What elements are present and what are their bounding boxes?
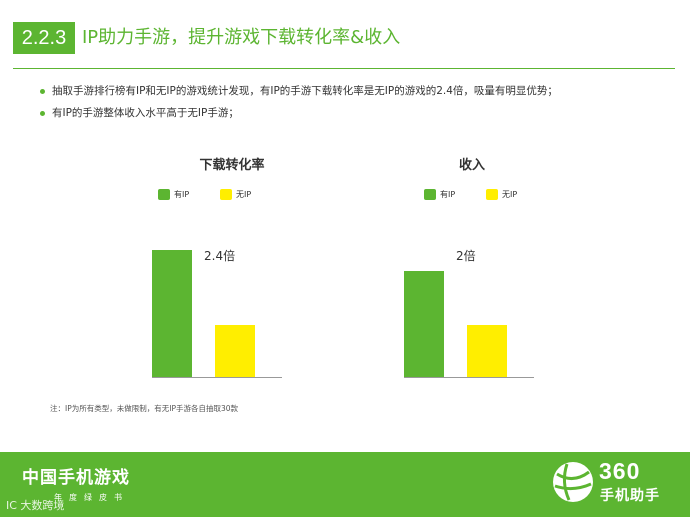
legend-label: 无IP (236, 190, 252, 199)
ratio-label: 2倍 (456, 249, 476, 263)
footer-subtitle: 年度绿皮书 (54, 493, 129, 502)
chart-title: 收入 (458, 158, 485, 173)
legend-swatch-no-ip (220, 189, 232, 200)
legend-swatch-has-ip (158, 189, 170, 200)
chart-note: 注：IP为所有类型，未做限制，有无IP手游各自抽取30款 (50, 404, 239, 413)
bullet-dot-icon (40, 111, 45, 116)
bullet-text: 抽取手游排行榜有IP和无IP的游戏统计发现，有IP的手游下载转化率是无IP的游戏… (52, 85, 558, 97)
footer-title: 中国手机游戏 (22, 468, 130, 488)
legend-label: 有IP (174, 190, 190, 199)
bar-no-ip (467, 325, 507, 378)
legend-swatch-has-ip (424, 189, 436, 200)
bullet-list: 抽取手游排行榜有IP和无IP的游戏统计发现，有IP的手游下载转化率是无IP的游戏… (40, 84, 670, 128)
bullet-text: 有IP的手游整体收入水平高于无IP手游； (52, 107, 239, 119)
bullet-item: 有IP的手游整体收入水平高于无IP手游； (40, 106, 670, 120)
logo-number: 360 (599, 458, 641, 484)
x-axis (152, 377, 282, 378)
legend-label: 无IP (502, 190, 518, 199)
footer-band: 中国手机游戏 年度绿皮书 IC 大数跨境 360 手机助手 (0, 452, 690, 517)
chart-revenue: 收入 有IP 无IP 2倍 (404, 150, 578, 385)
bar-has-ip (404, 271, 444, 378)
ratio-label: 2.4倍 (204, 249, 236, 263)
chart-title: 下载转化率 (199, 158, 265, 173)
legend-label: 有IP (440, 190, 456, 199)
bullet-dot-icon (40, 89, 45, 94)
logo-text: 手机助手 (600, 488, 660, 504)
x-axis (404, 377, 534, 378)
legend-swatch-no-ip (486, 189, 498, 200)
chart-legend: 有IP 无IP (418, 188, 578, 202)
chart-plot: 2倍 (404, 210, 564, 378)
section-number: 2.2.3 (13, 22, 75, 54)
basketball-logo-icon (553, 462, 593, 502)
bar-no-ip (215, 325, 255, 378)
section-header: 2.2.3 IP助力手游，提升游戏下载转化率&收入 (0, 22, 690, 54)
bullet-item: 抽取手游排行榜有IP和无IP的游戏统计发现，有IP的手游下载转化率是无IP的游戏… (40, 84, 670, 98)
chart-plot: 2.4倍 (152, 210, 312, 378)
bar-has-ip (152, 250, 192, 378)
page-title: IP助力手游，提升游戏下载转化率&收入 (82, 27, 401, 48)
chart-legend: 有IP 无IP (152, 188, 312, 202)
chart-download-conversion: 下载转化率 有IP 无IP 2.4倍 (152, 150, 312, 385)
watermark: IC 大数跨境 (6, 499, 65, 512)
title-divider (13, 68, 675, 69)
